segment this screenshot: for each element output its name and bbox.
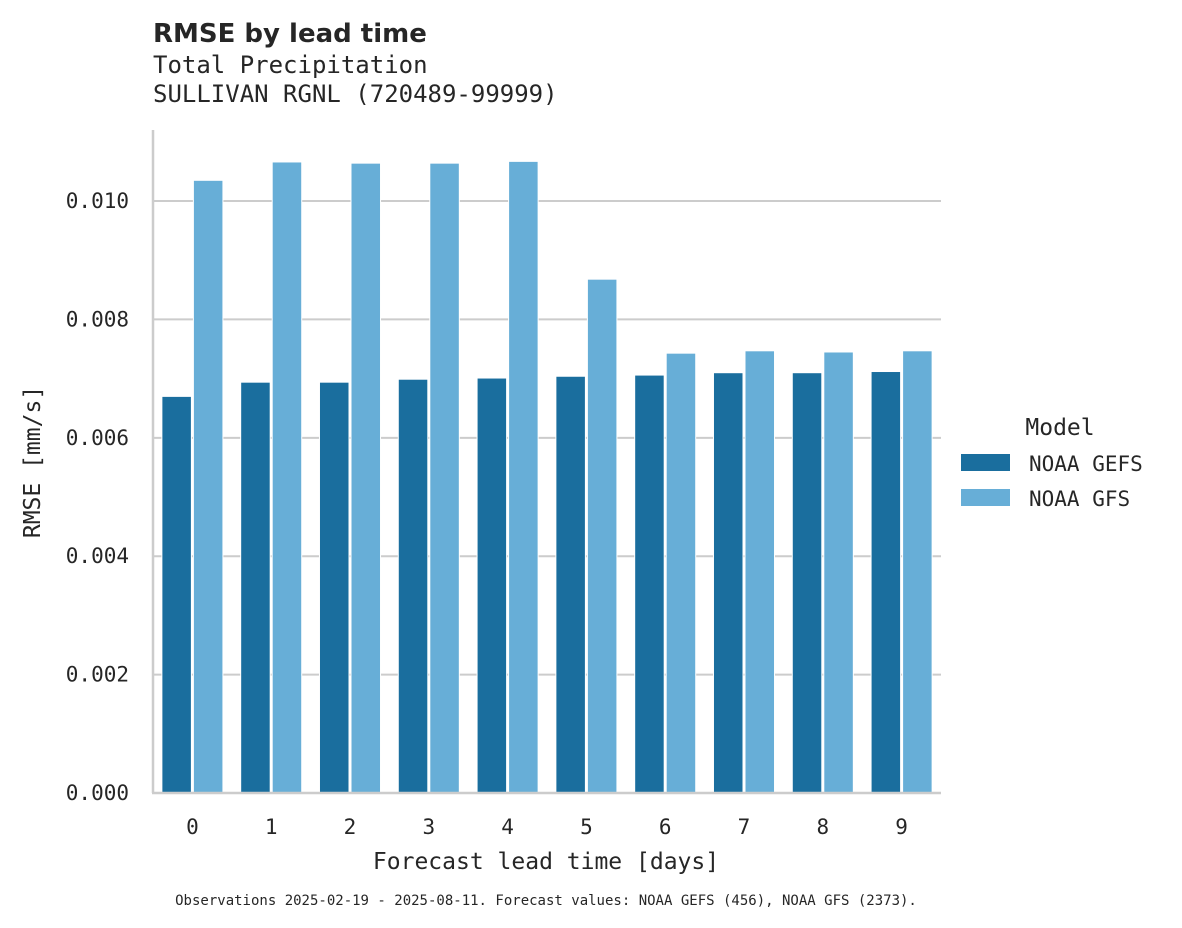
bar-noaa-gfs-day-7 bbox=[744, 350, 776, 794]
y-tick-label: 0.008 bbox=[66, 307, 129, 331]
bar-noaa-gfs-day-2 bbox=[350, 162, 382, 794]
x-tick-label: 5 bbox=[580, 815, 593, 839]
legend-title: Model bbox=[1025, 415, 1094, 441]
x-tick-label: 9 bbox=[895, 815, 908, 839]
y-tick-label: 0.010 bbox=[66, 189, 129, 213]
bar-noaa-gefs-day-0 bbox=[161, 395, 192, 794]
bar-noaa-gefs-day-8 bbox=[791, 372, 823, 794]
bar-noaa-gfs-day-0 bbox=[192, 179, 224, 794]
x-tick-label: 3 bbox=[422, 815, 435, 839]
legend-swatch-noaa-gefs bbox=[961, 454, 1010, 471]
bar-noaa-gfs-day-5 bbox=[586, 278, 618, 794]
bar-noaa-gfs-day-8 bbox=[823, 351, 854, 794]
footnote: Observations 2025-02-19 - 2025-08-11. Fo… bbox=[175, 893, 917, 909]
bar-noaa-gefs-day-7 bbox=[712, 372, 744, 794]
bar-noaa-gefs-day-9 bbox=[870, 371, 902, 794]
legend-label-noaa-gefs: NOAA GEFS bbox=[1029, 452, 1143, 476]
x-axis-label: Forecast lead time [days] bbox=[373, 849, 719, 875]
bar-noaa-gefs-day-5 bbox=[555, 375, 586, 794]
bar-noaa-gefs-day-1 bbox=[240, 381, 271, 794]
grid bbox=[153, 200, 941, 676]
bar-noaa-gfs-day-4 bbox=[508, 160, 539, 794]
x-tick-label: 8 bbox=[816, 815, 829, 839]
bar-noaa-gfs-day-9 bbox=[902, 350, 933, 794]
bar-noaa-gefs-day-3 bbox=[397, 378, 429, 794]
y-tick-label: 0.004 bbox=[66, 544, 129, 568]
y-tick-label: 0.002 bbox=[66, 663, 129, 687]
chart-subtitle-line-2: SULLIVAN RGNL (720489-99999) bbox=[153, 80, 558, 108]
bar-noaa-gfs-day-3 bbox=[429, 162, 460, 794]
y-tick-label: 0.006 bbox=[66, 426, 129, 450]
bars bbox=[161, 160, 933, 794]
y-tick-label: 0.000 bbox=[66, 781, 129, 805]
x-tick-labels: 0 1 2 3 4 5 6 7 8 9 bbox=[186, 815, 908, 839]
x-tick-label: 6 bbox=[659, 815, 672, 839]
x-tick-label: 2 bbox=[344, 815, 357, 839]
y-axis-label: RMSE [mm/s] bbox=[20, 386, 46, 538]
legend: Model NOAA GEFS NOAA GFS bbox=[961, 415, 1143, 511]
bar-noaa-gefs-day-2 bbox=[318, 381, 350, 794]
legend-label-noaa-gfs: NOAA GFS bbox=[1029, 487, 1130, 511]
x-tick-label: 4 bbox=[501, 815, 514, 839]
y-tick-labels: 0.000 0.002 0.004 0.006 0.008 0.010 bbox=[66, 189, 129, 805]
chart-title: RMSE by lead time bbox=[153, 19, 427, 49]
bar-noaa-gfs-day-6 bbox=[665, 352, 697, 794]
x-tick-label: 7 bbox=[738, 815, 751, 839]
legend-swatch-noaa-gfs bbox=[961, 489, 1010, 506]
x-tick-label: 0 bbox=[186, 815, 199, 839]
x-tick-label: 1 bbox=[265, 815, 278, 839]
bar-noaa-gefs-day-4 bbox=[476, 377, 508, 794]
chart-subtitle-line-1: Total Precipitation bbox=[153, 51, 428, 79]
bar-noaa-gfs-day-1 bbox=[271, 161, 303, 794]
axes bbox=[151, 130, 941, 795]
bar-noaa-gefs-day-6 bbox=[634, 374, 665, 794]
